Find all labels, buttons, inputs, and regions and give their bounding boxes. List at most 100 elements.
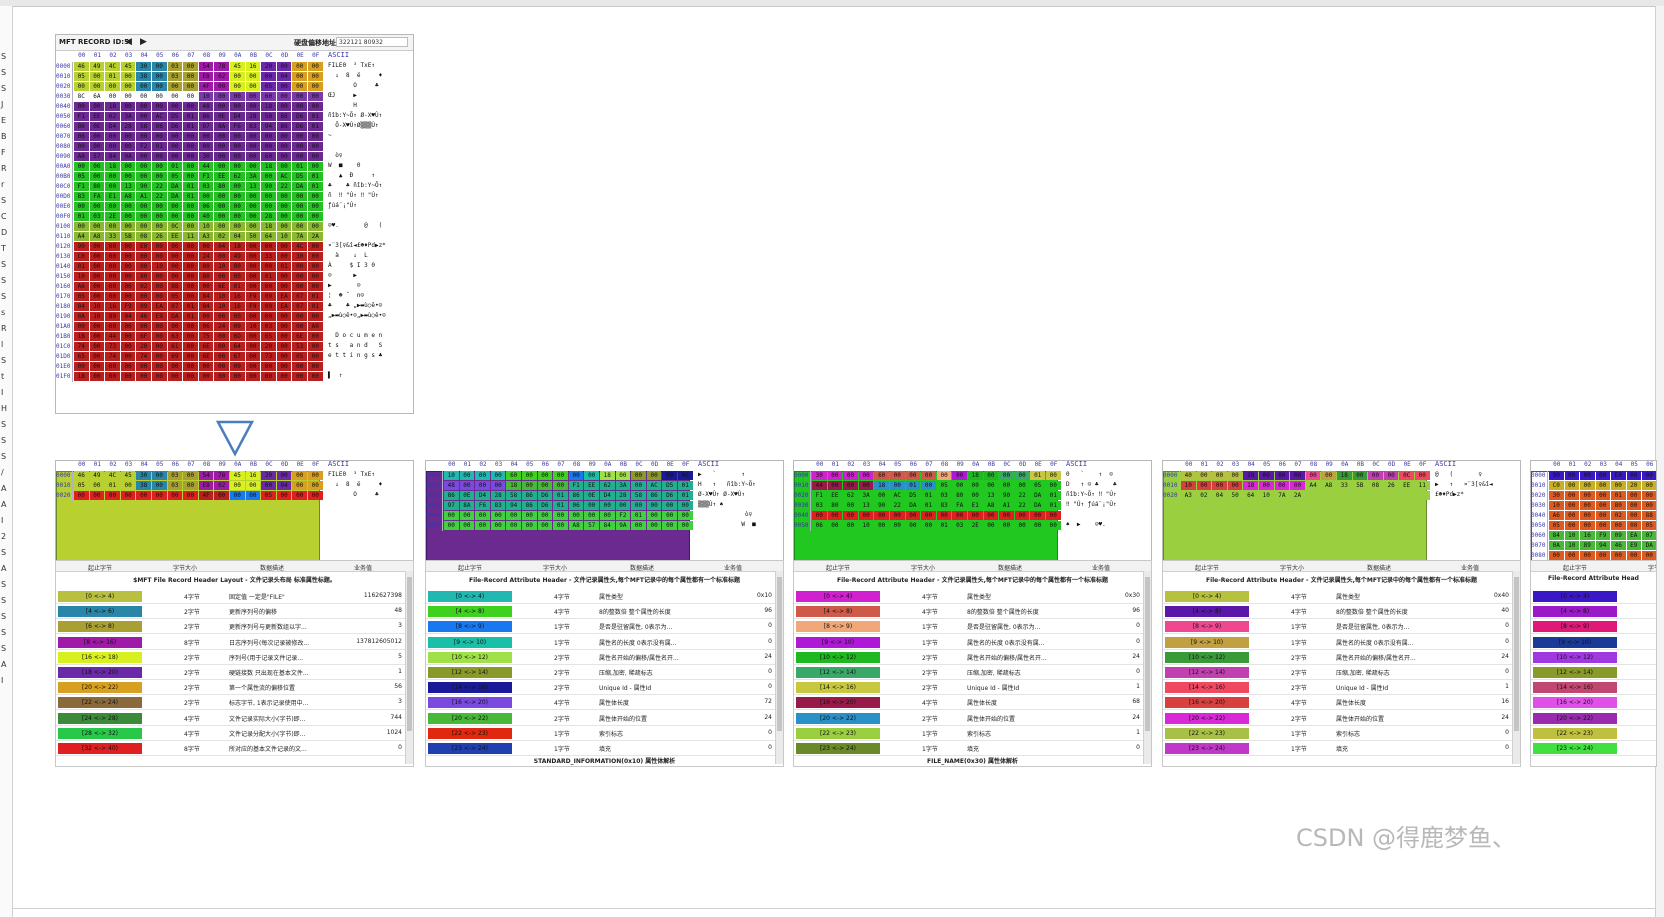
hex-byte-cell[interactable]: 28	[120, 122, 136, 131]
hex-byte-cell[interactable]: 00	[1046, 511, 1061, 520]
hex-byte-cell[interactable]: 00	[136, 82, 151, 91]
hex-byte-cell[interactable]: F1	[74, 112, 89, 121]
hex-byte-cell[interactable]: 01	[152, 142, 167, 151]
hex-byte-cell[interactable]: 00	[827, 521, 843, 530]
hex-byte-cell[interactable]: 86	[152, 122, 167, 131]
hex-byte-cell[interactable]: 00	[1196, 471, 1212, 480]
hex-byte-cell[interactable]: 00	[120, 242, 136, 251]
table-row[interactable]: [14 <-> 16) 2字节 Unique Id - 属性Id 1	[1163, 680, 1520, 696]
hex-byte-cell[interactable]: 00	[1595, 471, 1610, 480]
table-row[interactable]: [20 <-> 22)2	[1531, 711, 1656, 726]
hex-byte-cell[interactable]: 00	[245, 362, 261, 371]
hex-byte-cell[interactable]: 00	[230, 162, 245, 171]
hex-byte-cell[interactable]: 28	[1243, 471, 1258, 480]
table-row[interactable]: [12 <-> 14) 2字节 压缩,加密, 稀疏标志 0	[1163, 665, 1520, 680]
hex-byte-cell[interactable]: 64	[261, 232, 276, 241]
table-column-header[interactable]: 起止字节	[87, 565, 112, 572]
hex-byte-cell[interactable]: 03	[167, 62, 183, 71]
hex-byte-cell[interactable]: 00	[1595, 481, 1610, 490]
hex-byte-cell[interactable]: 00	[214, 352, 229, 361]
hex-byte-cell[interactable]: 00	[152, 102, 167, 111]
hex-byte-cell[interactable]: 00	[522, 521, 537, 530]
hex-byte-cell[interactable]: 10	[276, 232, 292, 241]
hex-byte-cell[interactable]: 00	[152, 332, 167, 341]
hex-byte-cell[interactable]: 00	[1259, 481, 1274, 490]
hex-byte-cell[interactable]: 00	[646, 501, 662, 510]
hex-byte-cell[interactable]: 00	[1046, 481, 1061, 490]
hex-byte-cell[interactable]: 00	[120, 491, 136, 500]
hex-byte-cell[interactable]: 00	[183, 152, 198, 161]
scrollbar-thumb[interactable]	[407, 577, 412, 732]
hex-byte-cell[interactable]: 00	[105, 182, 120, 191]
hex-byte-cell[interactable]: 00	[1274, 481, 1290, 490]
hex-byte-cell[interactable]: A8	[568, 521, 584, 530]
hex-byte-cell[interactable]: 00	[308, 242, 323, 251]
hex-byte-cell[interactable]: 00	[905, 511, 921, 520]
hex-byte-cell[interactable]: A0	[308, 322, 323, 331]
hex-byte-cell[interactable]: 00	[167, 202, 183, 211]
hex-byte-cell[interactable]: 0E	[89, 122, 105, 131]
hex-byte-cell[interactable]: 00	[183, 322, 198, 331]
hex-byte-cell[interactable]: 06	[74, 132, 89, 141]
hex-byte-cell[interactable]: 05	[74, 481, 89, 490]
hex-byte-cell[interactable]: 00	[292, 212, 307, 221]
hex-byte-cell[interactable]: 00	[214, 212, 229, 221]
hex-byte-cell[interactable]: 00	[152, 92, 167, 101]
hex-byte-cell[interactable]: 00	[983, 481, 999, 490]
hex-byte-cell[interactable]: 00	[230, 182, 245, 191]
hex-byte-cell[interactable]: 4C	[105, 62, 120, 71]
hex-byte-cell[interactable]: 00	[152, 292, 167, 301]
hex-byte-cell[interactable]: 00	[1564, 481, 1579, 490]
hex-byte-cell[interactable]: EE	[89, 112, 105, 121]
hex-byte-cell[interactable]: 01	[74, 212, 89, 221]
table-column-header[interactable]: 业务值	[353, 565, 372, 572]
hex-byte-cell[interactable]: 00	[89, 332, 105, 341]
hex-byte-cell[interactable]: 01	[936, 521, 952, 530]
hex-byte-cell[interactable]: 00	[167, 132, 183, 141]
hex-byte-cell[interactable]: 00	[167, 362, 183, 371]
hex-byte-cell[interactable]: 00	[152, 282, 167, 291]
hex-byte-cell[interactable]: 49	[89, 471, 105, 480]
hex-byte-cell[interactable]: 00	[921, 521, 936, 530]
hex-byte-cell[interactable]: D5	[662, 481, 677, 490]
hex-byte-cell[interactable]: EE	[167, 232, 183, 241]
hex-byte-cell[interactable]: 00	[230, 312, 245, 321]
hex-byte-cell[interactable]: 01	[183, 182, 198, 191]
hex-byte-cell[interactable]: 00	[999, 511, 1014, 520]
hex-byte-cell[interactable]: 01	[308, 112, 323, 121]
hex-byte-cell[interactable]: 00	[120, 162, 136, 171]
hex-byte-cell[interactable]: 00	[843, 521, 858, 530]
hex-byte-cell[interactable]: 00	[105, 92, 120, 101]
hex-byte-cell[interactable]: 00	[230, 202, 245, 211]
hex-byte-cell[interactable]: 00	[308, 252, 323, 261]
hex-byte-cell[interactable]: 00	[843, 481, 858, 490]
hex-byte-cell[interactable]: 03	[167, 72, 183, 81]
hex-byte-cell[interactable]: 00	[167, 491, 183, 500]
hex-byte-cell[interactable]: 00	[292, 152, 307, 161]
table-row[interactable]: [8 <-> 9) 1字节 是否是驻留属性, 0表示为... 0	[426, 619, 783, 635]
table-row[interactable]: [23 <-> 24) 1字节 填充 0	[794, 741, 1151, 756]
hex-byte-cell[interactable]: 8C	[74, 92, 89, 101]
hex-byte-cell[interactable]: 00	[120, 272, 136, 281]
table-row[interactable]: [14 <-> 16) 2字节 Unique Id - 属性Id 0	[426, 680, 783, 696]
hex-byte-cell[interactable]: D4	[475, 491, 490, 500]
hex-byte-cell[interactable]: 06	[812, 521, 827, 530]
hex-byte-cell[interactable]: 10	[198, 222, 214, 231]
hex-byte-cell[interactable]: 00	[120, 102, 136, 111]
hex-byte-cell[interactable]: E8	[198, 72, 214, 81]
hex-byte-cell[interactable]: 00	[292, 262, 307, 271]
hex-byte-cell[interactable]: 00	[183, 62, 198, 71]
hex-byte-cell[interactable]: 00	[276, 332, 292, 341]
hex-byte-cell[interactable]: 00	[308, 132, 323, 141]
table-column-header[interactable]: 字节大小	[172, 565, 197, 572]
hex-byte-cell[interactable]: 05	[936, 481, 952, 490]
hex-byte-cell[interactable]: 00	[198, 262, 214, 271]
hex-byte-cell[interactable]: 00	[230, 372, 245, 381]
hex-byte-cell[interactable]: 00	[827, 471, 843, 480]
hex-byte-cell[interactable]: 2E	[105, 212, 120, 221]
hex-byte-cell[interactable]: 00	[245, 262, 261, 271]
hex-byte-cell[interactable]: 00	[646, 471, 662, 480]
hex-byte-cell[interactable]: 00	[136, 252, 151, 261]
hex-byte-cell[interactable]: DA	[1030, 501, 1045, 510]
hex-byte-cell[interactable]: FA	[89, 192, 105, 201]
